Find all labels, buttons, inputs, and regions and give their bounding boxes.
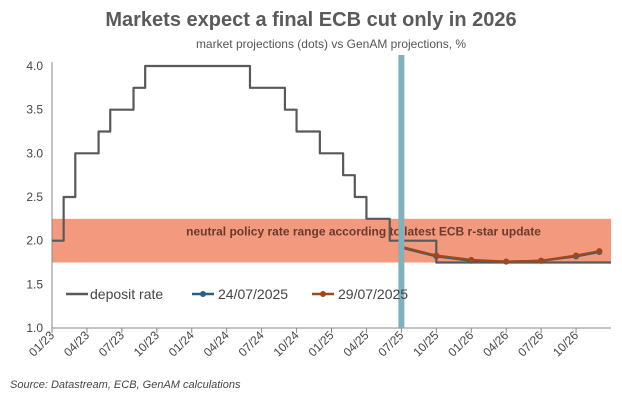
- x-tick-label: 04/23: [61, 328, 92, 359]
- x-tick-label: 10/26: [550, 328, 581, 359]
- x-tick-label: 01/25: [305, 328, 336, 359]
- chart-title: Markets expect a final ECB cut only in 2…: [105, 9, 517, 31]
- series-point-2: [596, 248, 603, 255]
- legend-label-1: 24/07/2025: [218, 286, 288, 302]
- series-point-2: [433, 252, 440, 259]
- x-tick-label: 04/25: [340, 328, 371, 359]
- series-point-2: [573, 252, 580, 259]
- legend-label-2: 29/07/2025: [338, 286, 408, 302]
- x-tick-label: 07/25: [375, 328, 406, 359]
- legend-label-0: deposit rate: [90, 286, 163, 302]
- x-tick-label: 10/25: [410, 328, 441, 359]
- x-tick-label: 04/26: [480, 328, 511, 359]
- x-tick-label: 10/23: [131, 328, 162, 359]
- neutral-band-layer: neutral policy rate range according to l…: [52, 218, 611, 263]
- y-tick-label: 1.5: [26, 277, 43, 291]
- x-tick-label: 07/23: [96, 328, 127, 359]
- legend: deposit rate 24/07/2025 29/07/2025: [66, 286, 408, 302]
- series-point-2: [538, 257, 545, 264]
- x-tick-label: 07/26: [515, 328, 546, 359]
- source-note: Source: Datastream, ECB, GenAM calculati…: [10, 379, 241, 391]
- x-tick-label: 04/24: [201, 328, 232, 359]
- legend-marker-1: [200, 291, 206, 297]
- series-layer: [52, 64, 611, 265]
- chart-subtitle: market projections (dots) vs GenAM proje…: [195, 37, 467, 51]
- x-axis: 01/23 04/23 07/23 10/23 01/24 04/24 07/24 10/24…: [26, 327, 611, 359]
- y-tick-label: 2.5: [26, 190, 43, 204]
- y-tick-label: 2.0: [26, 234, 43, 248]
- neutral-band: [52, 218, 611, 263]
- x-tick-label: 01/26: [445, 328, 476, 359]
- x-tick-label: 10/24: [271, 328, 302, 359]
- neutral-band-label: neutral policy rate range according to l…: [186, 225, 541, 239]
- y-axis: 1.0 1.5 2.0 2.5 3.0 3.5 4.0: [26, 59, 53, 335]
- y-tick-label: 4.0: [26, 59, 43, 73]
- y-tick-label: 3.5: [26, 103, 43, 117]
- series-point-2: [468, 256, 475, 263]
- x-tick-label: 07/24: [236, 328, 267, 359]
- y-tick-label: 1.0: [26, 321, 43, 335]
- series-point-2: [503, 258, 510, 265]
- x-tick-label: 01/24: [166, 328, 197, 359]
- legend-marker-2: [320, 291, 326, 297]
- y-tick-label: 3.0: [26, 146, 43, 160]
- series-line-0: [52, 64, 611, 264]
